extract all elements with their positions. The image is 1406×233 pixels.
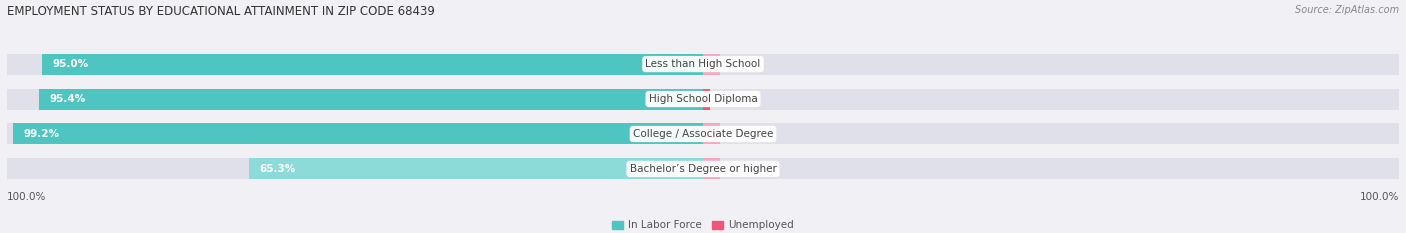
Text: College / Associate Degree: College / Associate Degree [633, 129, 773, 139]
Bar [703, 89, 1399, 110]
Text: 1.0%: 1.0% [731, 94, 758, 104]
Text: Source: ZipAtlas.com: Source: ZipAtlas.com [1295, 5, 1399, 15]
Legend: In Labor Force, Unemployed: In Labor Force, Unemployed [609, 216, 797, 233]
Text: 100.0%: 100.0% [7, 192, 46, 202]
Bar [39, 89, 703, 110]
Text: 99.2%: 99.2% [22, 129, 59, 139]
Bar [7, 54, 703, 75]
Text: High School Diploma: High School Diploma [648, 94, 758, 104]
Text: 0.0%: 0.0% [731, 59, 756, 69]
Bar [13, 123, 703, 144]
Bar [703, 158, 720, 179]
Bar [703, 54, 720, 75]
Bar [7, 158, 703, 179]
Text: 95.4%: 95.4% [49, 94, 86, 104]
Text: 65.3%: 65.3% [259, 164, 295, 174]
Text: 95.0%: 95.0% [52, 59, 89, 69]
Bar [703, 89, 710, 110]
Text: 0.0%: 0.0% [731, 129, 756, 139]
Text: 0.0%: 0.0% [731, 164, 756, 174]
Bar [703, 54, 1399, 75]
Bar [703, 123, 720, 144]
Text: Bachelor’s Degree or higher: Bachelor’s Degree or higher [630, 164, 776, 174]
Bar [249, 158, 703, 179]
Bar [42, 54, 703, 75]
Bar [7, 123, 703, 144]
Text: Less than High School: Less than High School [645, 59, 761, 69]
Text: EMPLOYMENT STATUS BY EDUCATIONAL ATTAINMENT IN ZIP CODE 68439: EMPLOYMENT STATUS BY EDUCATIONAL ATTAINM… [7, 5, 434, 18]
Bar [703, 123, 1399, 144]
Text: 100.0%: 100.0% [1360, 192, 1399, 202]
Bar [7, 89, 703, 110]
Bar [703, 158, 1399, 179]
